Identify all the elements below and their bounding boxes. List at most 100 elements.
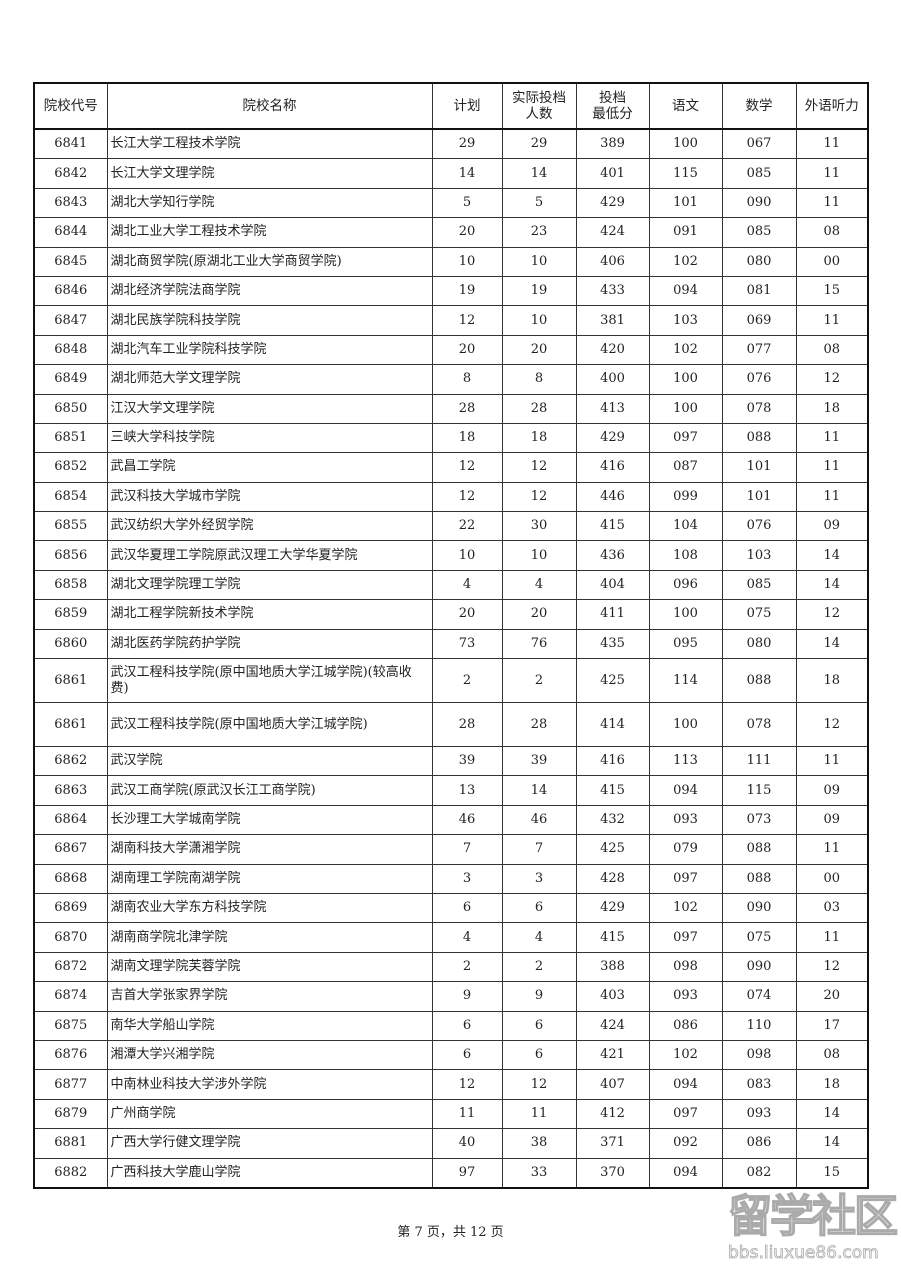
name-cell: 湖南文理学院芙蓉学院 — [106, 951, 433, 983]
plan-cell: 29 — [431, 128, 503, 160]
table-row: 6872 湖南文理学院芙蓉学院 2 2 388 098 090 12 — [33, 951, 869, 983]
admitted-cell: 29 — [501, 128, 577, 160]
listening-cell: 14 — [795, 628, 869, 660]
plan-cell: 39 — [431, 746, 503, 777]
admitted-cell: 10 — [501, 246, 577, 277]
code-cell: 6875 — [33, 1010, 108, 1041]
chinese-cell: 100 — [648, 364, 723, 395]
admitted-cell: 3 — [501, 863, 577, 894]
name-cell: 广西科技大学鹿山学院 — [106, 1157, 433, 1189]
table-row: 6845 湖北商贸学院(原湖北工业大学商贸学院) 10 10 406 102 080 00 — [33, 246, 869, 277]
code-cell: 6874 — [33, 981, 108, 1012]
code-cell: 6870 — [33, 922, 108, 953]
code-cell: 6849 — [33, 364, 108, 395]
min-score-cell: 400 — [575, 364, 650, 395]
listening-cell: 14 — [795, 569, 869, 601]
admitted-cell: 4 — [501, 569, 577, 601]
code-cell: 6863 — [33, 775, 108, 806]
chinese-cell: 093 — [648, 804, 723, 836]
code-cell: 6858 — [33, 569, 108, 601]
table-row: 6875 南华大学船山学院 6 6 424 086 110 17 — [33, 1010, 869, 1041]
min-score-cell: 424 — [575, 1010, 650, 1041]
column-header: 数学 — [721, 82, 797, 130]
name-cell: 广州商学院 — [106, 1098, 433, 1130]
math-cell: 088 — [721, 422, 797, 454]
math-cell: 078 — [721, 702, 797, 748]
name-cell: 湖南商学院北津学院 — [106, 922, 433, 953]
listening-cell: 11 — [795, 452, 869, 483]
name-cell: 中南林业科技大学涉外学院 — [106, 1069, 433, 1100]
table-row: 6861 武汉工程科技学院(原中国地质大学江城学院) 28 28 414 100 078 12 — [33, 702, 869, 748]
plan-cell: 12 — [431, 452, 503, 483]
code-cell: 6847 — [33, 305, 108, 336]
admitted-cell: 6 — [501, 892, 577, 924]
math-cell: 085 — [721, 217, 797, 248]
math-cell: 088 — [721, 658, 797, 704]
watermark-logo: 留学社区 bbs.liuxue86.com — [727, 1191, 899, 1264]
page-number: 第 7 页，共 12 页 — [397, 1225, 504, 1240]
listening-cell: 11 — [795, 187, 869, 219]
min-score-cell: 415 — [575, 775, 650, 806]
math-cell: 090 — [721, 187, 797, 219]
code-cell: 6852 — [33, 452, 108, 483]
plan-cell: 19 — [431, 275, 503, 307]
admitted-cell: 18 — [501, 422, 577, 454]
table-row: 6867 湖南科技大学潇湘学院 7 7 425 079 088 11 — [33, 834, 869, 865]
table-row: 6856 武汉华夏理工学院原武汉理工大学华夏学院 10 10 436 108 103 14 — [33, 540, 869, 571]
listening-cell: 18 — [795, 393, 869, 424]
chinese-cell: 094 — [648, 275, 723, 307]
math-cell: 111 — [721, 746, 797, 777]
name-cell: 武汉工程科技学院(原中国地质大学江城学院)(较高收费) — [106, 658, 433, 704]
plan-cell: 6 — [431, 1010, 503, 1041]
admitted-cell: 2 — [501, 658, 577, 704]
code-cell: 6854 — [33, 481, 108, 513]
plan-cell: 46 — [431, 804, 503, 836]
name-cell: 武汉科技大学城市学院 — [106, 481, 433, 513]
chinese-cell: 094 — [648, 1069, 723, 1100]
min-score-cell: 389 — [575, 128, 650, 160]
math-cell: 101 — [721, 452, 797, 483]
name-cell: 广西大学行健文理学院 — [106, 1128, 433, 1159]
column-header: 语文 — [648, 82, 723, 130]
listening-cell: 15 — [795, 275, 869, 307]
math-cell: 098 — [721, 1039, 797, 1071]
admitted-cell: 6 — [501, 1010, 577, 1041]
plan-cell: 20 — [431, 217, 503, 248]
column-header: 院校代号 — [33, 82, 108, 130]
chinese-cell: 098 — [648, 951, 723, 983]
name-cell: 湖北商贸学院(原湖北工业大学商贸学院) — [106, 246, 433, 277]
listening-cell: 00 — [795, 246, 869, 277]
table-row: 6846 湖北经济学院法商学院 19 19 433 094 081 15 — [33, 275, 869, 307]
table-row: 6862 武汉学院 39 39 416 113 111 11 — [33, 746, 869, 777]
min-score-cell: 428 — [575, 863, 650, 894]
admitted-cell: 2 — [501, 951, 577, 983]
name-cell: 武汉学院 — [106, 746, 433, 777]
min-score-cell: 411 — [575, 599, 650, 630]
table-row: 6874 吉首大学张家界学院 9 9 403 093 074 20 — [33, 981, 869, 1012]
name-cell: 湘潭大学兴湘学院 — [106, 1039, 433, 1071]
math-cell: 115 — [721, 775, 797, 806]
math-cell: 101 — [721, 481, 797, 513]
listening-cell: 14 — [795, 1128, 869, 1159]
chinese-cell: 108 — [648, 540, 723, 571]
table-row: 6841 长江大学工程技术学院 29 29 389 100 067 11 — [33, 128, 869, 160]
listening-cell: 20 — [795, 981, 869, 1012]
min-score-cell: 420 — [575, 334, 650, 366]
admitted-cell: 8 — [501, 364, 577, 395]
name-cell: 江汉大学文理学院 — [106, 393, 433, 424]
math-cell: 075 — [721, 599, 797, 630]
table-row: 6842 长江大学文理学院 14 14 401 115 085 11 — [33, 158, 869, 189]
plan-cell: 12 — [431, 305, 503, 336]
math-cell: 090 — [721, 892, 797, 924]
name-cell: 湖南理工学院南湖学院 — [106, 863, 433, 894]
plan-cell: 6 — [431, 892, 503, 924]
admitted-cell: 7 — [501, 834, 577, 865]
table-row: 6863 武汉工商学院(原武汉长江工商学院) 13 14 415 094 115 09 — [33, 775, 869, 806]
math-cell: 073 — [721, 804, 797, 836]
name-cell: 长江大学文理学院 — [106, 158, 433, 189]
min-score-cell: 429 — [575, 422, 650, 454]
table-row: 6844 湖北工业大学工程技术学院 20 23 424 091 085 08 — [33, 217, 869, 248]
math-cell: 075 — [721, 922, 797, 953]
min-score-cell: 371 — [575, 1128, 650, 1159]
table-row: 6881 广西大学行健文理学院 40 38 371 092 086 14 — [33, 1128, 869, 1159]
